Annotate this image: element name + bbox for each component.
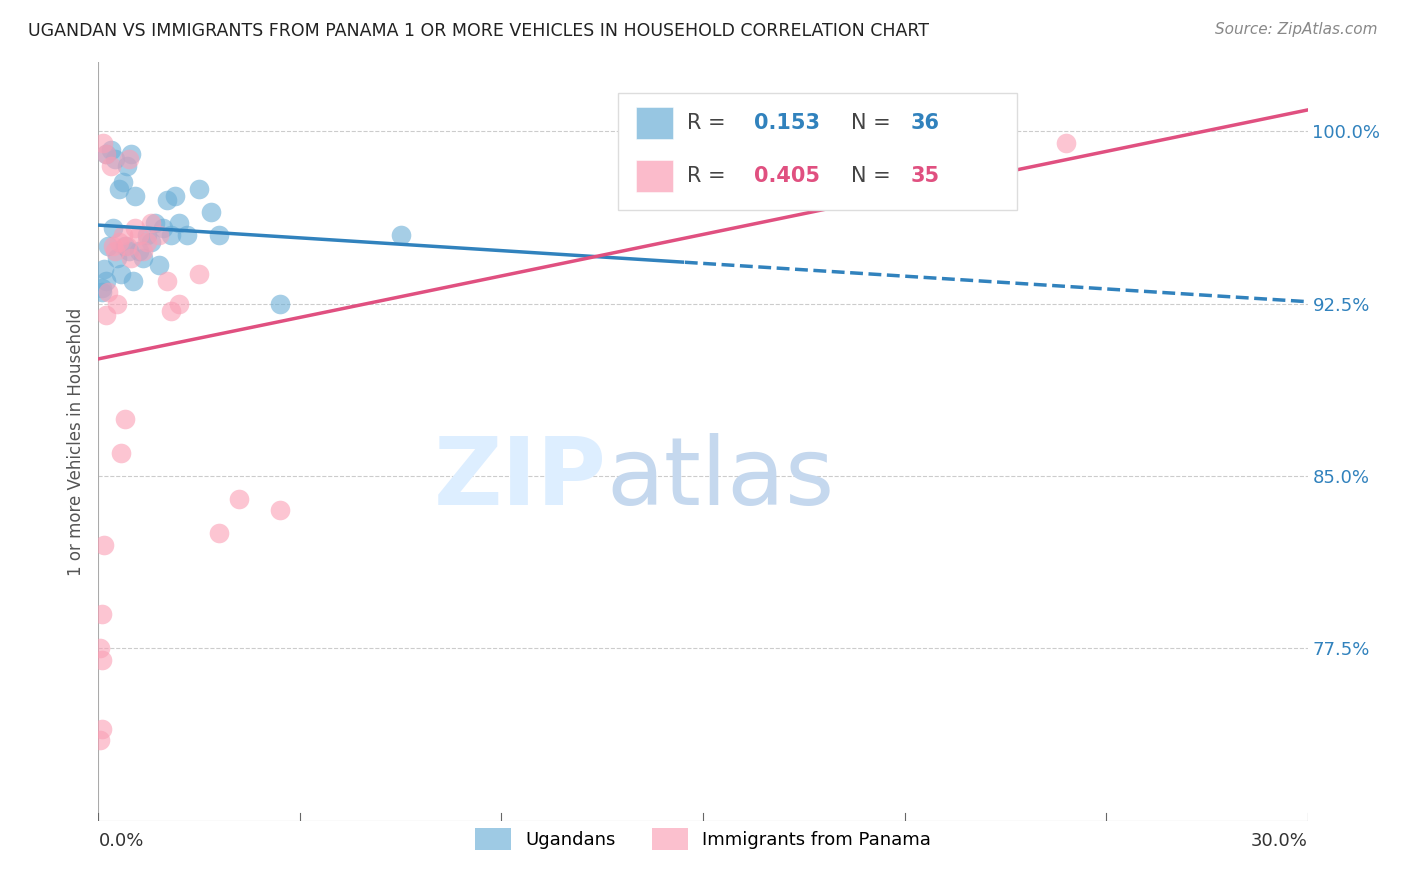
Text: R =: R =	[688, 166, 733, 186]
Point	[139, 216, 162, 230]
Text: R =: R =	[688, 113, 733, 133]
Point	[128, 227, 150, 242]
Point	[110, 446, 132, 460]
Point	[163, 188, 186, 202]
Point	[269, 503, 291, 517]
Point	[97, 285, 120, 300]
Point	[93, 538, 115, 552]
Point	[167, 296, 190, 310]
Point	[91, 280, 114, 294]
Point	[90, 653, 112, 667]
Point	[107, 235, 129, 249]
Point	[115, 239, 138, 253]
Point	[389, 227, 412, 242]
Text: 0.153: 0.153	[754, 113, 820, 133]
Text: 30.0%: 30.0%	[1251, 832, 1308, 850]
Point	[91, 136, 114, 150]
Point	[91, 607, 114, 621]
Point	[188, 182, 211, 196]
Point	[200, 204, 222, 219]
Text: Source: ZipAtlas.com: Source: ZipAtlas.com	[1215, 22, 1378, 37]
Point	[89, 641, 111, 656]
Point	[96, 147, 118, 161]
Point	[89, 733, 111, 747]
Point	[94, 147, 117, 161]
Point	[152, 220, 174, 235]
Point	[120, 251, 142, 265]
Point	[148, 227, 170, 242]
Point	[101, 220, 124, 235]
Point	[156, 194, 179, 208]
Point	[96, 274, 118, 288]
Point	[135, 227, 157, 242]
FancyBboxPatch shape	[619, 93, 1018, 211]
Point	[114, 411, 136, 425]
Text: ZIP: ZIP	[433, 434, 606, 525]
Point	[143, 216, 166, 230]
Point	[156, 274, 179, 288]
Y-axis label: 1 or more Vehicles in Household: 1 or more Vehicles in Household	[66, 308, 84, 575]
Point	[120, 147, 142, 161]
Point	[118, 152, 141, 166]
Point	[135, 235, 157, 249]
Point	[97, 239, 120, 253]
Point	[124, 220, 146, 235]
Point	[101, 239, 124, 253]
Text: 0.0%: 0.0%	[98, 832, 143, 850]
Point	[93, 262, 115, 277]
Point	[107, 182, 129, 196]
Point	[105, 296, 128, 310]
Point	[91, 285, 114, 300]
Point	[148, 258, 170, 272]
Point	[228, 491, 250, 506]
Text: 0.405: 0.405	[754, 166, 820, 186]
Point	[208, 227, 231, 242]
Point	[105, 251, 128, 265]
Point	[103, 152, 125, 166]
Point	[110, 267, 132, 281]
Point	[132, 244, 155, 258]
Point	[139, 235, 162, 249]
Bar	[637, 161, 672, 192]
Point	[208, 526, 231, 541]
Point	[132, 251, 155, 265]
Point	[96, 308, 118, 322]
Point	[111, 175, 134, 189]
Text: 35: 35	[911, 166, 941, 186]
Point	[114, 239, 136, 253]
Point	[100, 143, 122, 157]
Point	[167, 216, 190, 230]
Point	[103, 244, 125, 258]
Bar	[637, 107, 672, 139]
Text: UGANDAN VS IMMIGRANTS FROM PANAMA 1 OR MORE VEHICLES IN HOUSEHOLD CORRELATION CH: UGANDAN VS IMMIGRANTS FROM PANAMA 1 OR M…	[28, 22, 929, 40]
Text: 36: 36	[911, 113, 941, 133]
Point	[269, 296, 291, 310]
Point	[111, 227, 134, 242]
Point	[121, 274, 143, 288]
Text: N =: N =	[851, 113, 897, 133]
Legend: Ugandans, Immigrants from Panama: Ugandans, Immigrants from Panama	[468, 821, 938, 857]
Point	[160, 303, 183, 318]
Point	[188, 267, 211, 281]
Point	[118, 244, 141, 258]
Point	[100, 159, 122, 173]
Point	[1054, 136, 1077, 150]
Point	[115, 159, 138, 173]
Point	[176, 227, 198, 242]
Point	[124, 188, 146, 202]
Point	[160, 227, 183, 242]
Text: atlas: atlas	[606, 434, 835, 525]
Point	[128, 244, 150, 258]
Point	[90, 722, 112, 736]
Text: N =: N =	[851, 166, 897, 186]
